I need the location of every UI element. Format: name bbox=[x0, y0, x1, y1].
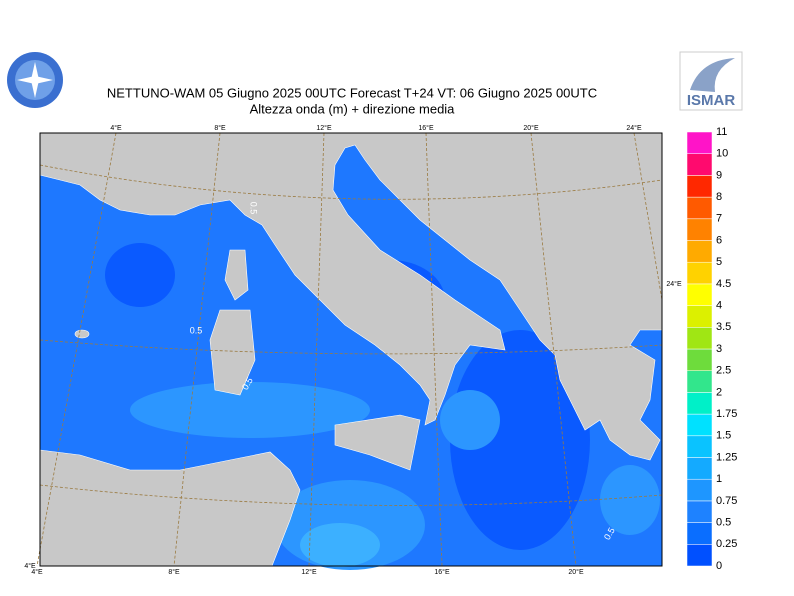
lon-label: 8°E bbox=[214, 124, 226, 132]
legend-swatch bbox=[686, 196, 713, 220]
lon-label: 20°E bbox=[568, 568, 584, 576]
legend-label: 4 bbox=[716, 300, 722, 312]
legend-label: 1 bbox=[716, 473, 722, 485]
island bbox=[224, 249, 249, 301]
side-label: 24°E bbox=[666, 280, 682, 288]
sea-low bbox=[450, 330, 590, 550]
legend-label: 10 bbox=[716, 148, 728, 160]
lon-label: 4°E bbox=[110, 124, 122, 132]
graticule bbox=[36, 132, 663, 567]
legend-label: 5 bbox=[716, 256, 722, 268]
logo-left bbox=[7, 52, 63, 108]
legend-label: 0.5 bbox=[716, 517, 731, 529]
sea-high bbox=[130, 382, 370, 438]
legend-swatch bbox=[686, 240, 713, 263]
legend-swatch bbox=[686, 153, 713, 176]
legend-swatch bbox=[686, 370, 713, 393]
legend-label: 3.5 bbox=[716, 321, 731, 333]
sea-high bbox=[440, 390, 500, 450]
subtitle: Altezza onda (m) + direzione media bbox=[250, 101, 456, 116]
legend-swatch bbox=[686, 175, 713, 198]
legend-label: 2 bbox=[716, 386, 722, 398]
legend-label: 2.5 bbox=[716, 365, 731, 377]
lon-label: 24°E bbox=[626, 124, 642, 132]
sea-high bbox=[600, 465, 660, 535]
island bbox=[334, 414, 421, 471]
legend-swatch bbox=[686, 522, 713, 545]
legend-swatch bbox=[686, 131, 713, 154]
legend: 0 0.25 0.5 0.75 1 1.25 1.5 1.75 2 2.5 3 3.5 4 4.5 5 6 7 8… bbox=[686, 126, 737, 572]
map-labels: 4°E 8°E 12°E 16°E 20°E 24°E 4°E 8°E 12°E 16°E 20°E… bbox=[24, 124, 682, 576]
lon-label: 16°E bbox=[418, 124, 434, 132]
logo-right: ISMAR bbox=[679, 51, 743, 111]
corner-label: 4°E bbox=[24, 562, 36, 570]
legend-label: 3 bbox=[716, 343, 722, 355]
lon-label: 16°E bbox=[434, 568, 450, 576]
legend-label: 1.75 bbox=[716, 408, 737, 420]
land bbox=[39, 132, 663, 461]
sea-high bbox=[300, 523, 380, 567]
map-frame bbox=[39, 132, 663, 567]
legend-label: 0.75 bbox=[716, 495, 737, 507]
logo-text: ISMAR bbox=[687, 92, 736, 109]
legend-label: 0 bbox=[716, 560, 722, 572]
legend-label: 8 bbox=[716, 191, 722, 203]
legend-swatch bbox=[686, 305, 713, 328]
island bbox=[209, 309, 256, 396]
legend-swatch bbox=[686, 413, 713, 437]
legend-label: 4.5 bbox=[716, 278, 731, 290]
legend-swatch bbox=[686, 435, 713, 458]
sea-low bbox=[105, 243, 175, 307]
lon-label: 12°E bbox=[316, 124, 332, 132]
legend-label: 6 bbox=[716, 234, 722, 246]
legend-swatch bbox=[686, 500, 713, 523]
title: NETTUNO-WAM 05 Giugno 2025 00UTC Forecas… bbox=[107, 85, 597, 100]
lon-label: 12°E bbox=[301, 568, 317, 576]
lon-label: 8°E bbox=[168, 568, 180, 576]
legend-label: 1.25 bbox=[716, 451, 737, 463]
island bbox=[74, 329, 90, 339]
contour-label: 0.5 bbox=[249, 202, 259, 215]
legend-label: 11 bbox=[716, 126, 727, 138]
legend-label: 1.5 bbox=[716, 430, 731, 442]
contour-label: 0.5 bbox=[190, 325, 203, 335]
map bbox=[36, 132, 663, 570]
legend-swatch bbox=[686, 261, 713, 285]
legend-swatch bbox=[686, 544, 713, 567]
legend-swatch bbox=[686, 283, 713, 306]
legend-swatch bbox=[686, 392, 713, 415]
lon-label: 4°E bbox=[31, 568, 43, 576]
legend-label: 9 bbox=[716, 169, 722, 181]
lon-label: 20°E bbox=[523, 124, 539, 132]
legend-swatch bbox=[686, 348, 713, 371]
legend-swatch bbox=[686, 327, 713, 350]
legend-label: 7 bbox=[716, 213, 722, 225]
legend-swatch bbox=[686, 478, 713, 502]
legend-swatch bbox=[686, 457, 713, 480]
legend-label: 0.25 bbox=[716, 538, 737, 550]
legend-swatch bbox=[686, 218, 713, 241]
